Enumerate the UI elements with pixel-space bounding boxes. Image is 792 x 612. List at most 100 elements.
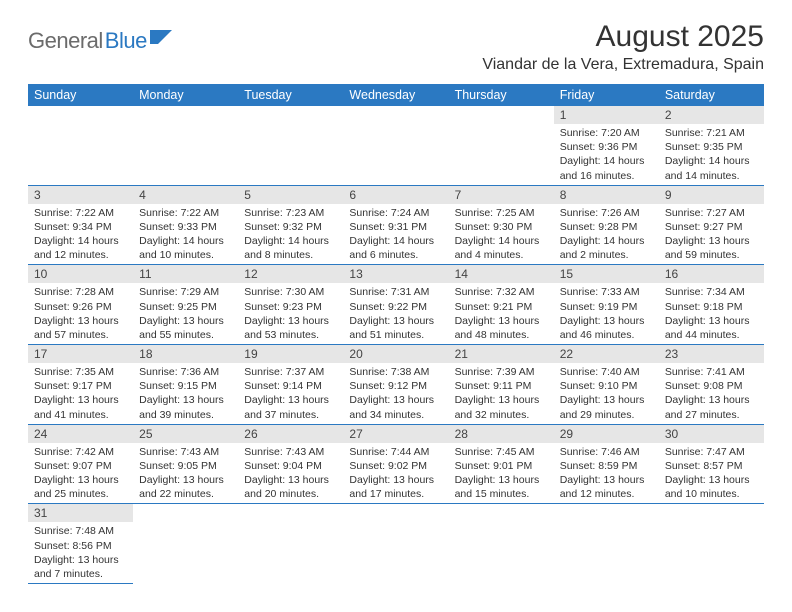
sunset-text: Sunset: 9:19 PM <box>560 300 653 314</box>
day-number: 22 <box>554 345 659 363</box>
cell-body: Sunrise: 7:27 AMSunset: 9:27 PMDaylight:… <box>659 204 764 265</box>
weekday-header: Thursday <box>449 84 554 106</box>
sunrise-text: Sunrise: 7:31 AM <box>349 285 442 299</box>
calendar-cell: 9Sunrise: 7:27 AMSunset: 9:27 PMDaylight… <box>659 185 764 265</box>
sunset-text: Sunset: 9:12 PM <box>349 379 442 393</box>
sunset-text: Sunset: 9:21 PM <box>455 300 548 314</box>
calendar-cell: 28Sunrise: 7:45 AMSunset: 9:01 PMDayligh… <box>449 424 554 504</box>
logo: GeneralBlue <box>28 28 174 54</box>
daylight-text: Daylight: 13 hours and 25 minutes. <box>34 473 127 501</box>
cell-body: Sunrise: 7:20 AMSunset: 9:36 PMDaylight:… <box>554 124 659 185</box>
calendar-cell: 3Sunrise: 7:22 AMSunset: 9:34 PMDaylight… <box>28 185 133 265</box>
day-number: 11 <box>133 265 238 283</box>
calendar-cell: 23Sunrise: 7:41 AMSunset: 9:08 PMDayligh… <box>659 345 764 425</box>
sunrise-text: Sunrise: 7:43 AM <box>139 445 232 459</box>
cell-body: Sunrise: 7:22 AMSunset: 9:34 PMDaylight:… <box>28 204 133 265</box>
calendar-cell: 8Sunrise: 7:26 AMSunset: 9:28 PMDaylight… <box>554 185 659 265</box>
daylight-text: Daylight: 13 hours and 29 minutes. <box>560 393 653 421</box>
calendar-cell: 11Sunrise: 7:29 AMSunset: 9:25 PMDayligh… <box>133 265 238 345</box>
weekday-header: Tuesday <box>238 84 343 106</box>
daylight-text: Daylight: 14 hours and 6 minutes. <box>349 234 442 262</box>
sunset-text: Sunset: 9:18 PM <box>665 300 758 314</box>
day-number: 20 <box>343 345 448 363</box>
cell-body: Sunrise: 7:22 AMSunset: 9:33 PMDaylight:… <box>133 204 238 265</box>
sunset-text: Sunset: 9:32 PM <box>244 220 337 234</box>
day-number: 13 <box>343 265 448 283</box>
calendar-cell <box>343 504 448 584</box>
daylight-text: Daylight: 14 hours and 16 minutes. <box>560 154 653 182</box>
daylight-text: Daylight: 13 hours and 59 minutes. <box>665 234 758 262</box>
weekday-header-row: Sunday Monday Tuesday Wednesday Thursday… <box>28 84 764 106</box>
cell-body: Sunrise: 7:40 AMSunset: 9:10 PMDaylight:… <box>554 363 659 424</box>
day-number: 26 <box>238 425 343 443</box>
calendar-week: 3Sunrise: 7:22 AMSunset: 9:34 PMDaylight… <box>28 185 764 265</box>
calendar-cell: 6Sunrise: 7:24 AMSunset: 9:31 PMDaylight… <box>343 185 448 265</box>
header: GeneralBlue August 2025 Viandar de la Ve… <box>28 20 764 74</box>
day-number: 29 <box>554 425 659 443</box>
sunset-text: Sunset: 9:17 PM <box>34 379 127 393</box>
sunset-text: Sunset: 9:33 PM <box>139 220 232 234</box>
calendar-cell: 13Sunrise: 7:31 AMSunset: 9:22 PMDayligh… <box>343 265 448 345</box>
cell-body: Sunrise: 7:45 AMSunset: 9:01 PMDaylight:… <box>449 443 554 504</box>
calendar-cell: 14Sunrise: 7:32 AMSunset: 9:21 PMDayligh… <box>449 265 554 345</box>
sunset-text: Sunset: 8:56 PM <box>34 539 127 553</box>
daylight-text: Daylight: 13 hours and 57 minutes. <box>34 314 127 342</box>
cell-body: Sunrise: 7:35 AMSunset: 9:17 PMDaylight:… <box>28 363 133 424</box>
sunset-text: Sunset: 9:01 PM <box>455 459 548 473</box>
day-number: 17 <box>28 345 133 363</box>
cell-body: Sunrise: 7:44 AMSunset: 9:02 PMDaylight:… <box>343 443 448 504</box>
sunset-text: Sunset: 9:10 PM <box>560 379 653 393</box>
calendar-cell: 10Sunrise: 7:28 AMSunset: 9:26 PMDayligh… <box>28 265 133 345</box>
cell-body: Sunrise: 7:23 AMSunset: 9:32 PMDaylight:… <box>238 204 343 265</box>
calendar-cell: 31Sunrise: 7:48 AMSunset: 8:56 PMDayligh… <box>28 504 133 584</box>
cell-body: Sunrise: 7:38 AMSunset: 9:12 PMDaylight:… <box>343 363 448 424</box>
sunrise-text: Sunrise: 7:37 AM <box>244 365 337 379</box>
sunrise-text: Sunrise: 7:23 AM <box>244 206 337 220</box>
sunrise-text: Sunrise: 7:36 AM <box>139 365 232 379</box>
cell-body: Sunrise: 7:32 AMSunset: 9:21 PMDaylight:… <box>449 283 554 344</box>
calendar-cell: 24 Sunrise: 7:42 AMSunset: 9:07 PMDayligh… <box>28 424 133 504</box>
calendar-cell <box>343 106 448 185</box>
sunset-text: Sunset: 9:05 PM <box>139 459 232 473</box>
daylight-text: Daylight: 13 hours and 7 minutes. <box>34 553 127 581</box>
sunrise-text: Sunrise: 7:46 AM <box>560 445 653 459</box>
sunset-text: Sunset: 9:07 PM <box>34 459 127 473</box>
calendar-cell: 29Sunrise: 7:46 AMSunset: 8:59 PMDayligh… <box>554 424 659 504</box>
cell-body: Sunrise: 7:43 AMSunset: 9:05 PMDaylight:… <box>133 443 238 504</box>
day-number: 24 <box>28 425 133 443</box>
calendar-cell <box>238 106 343 185</box>
sunrise-text: Sunrise: 7:35 AM <box>34 365 127 379</box>
logo-text-general: General <box>28 28 103 54</box>
sunset-text: Sunset: 9:30 PM <box>455 220 548 234</box>
calendar-cell <box>554 504 659 584</box>
daylight-text: Daylight: 13 hours and 22 minutes. <box>139 473 232 501</box>
sunrise-text: Sunrise: 7:24 AM <box>349 206 442 220</box>
daylight-text: Daylight: 13 hours and 10 minutes. <box>665 473 758 501</box>
sunrise-text: Sunrise: 7:39 AM <box>455 365 548 379</box>
sunset-text: Sunset: 9:28 PM <box>560 220 653 234</box>
sunrise-text: Sunrise: 7:42 AM <box>34 445 127 459</box>
day-number: 8 <box>554 186 659 204</box>
calendar-cell: 17Sunrise: 7:35 AMSunset: 9:17 PMDayligh… <box>28 345 133 425</box>
cell-body: Sunrise: 7:26 AMSunset: 9:28 PMDaylight:… <box>554 204 659 265</box>
daylight-text: Daylight: 13 hours and 32 minutes. <box>455 393 548 421</box>
calendar-week: 1Sunrise: 7:20 AMSunset: 9:36 PMDaylight… <box>28 106 764 185</box>
sunrise-text: Sunrise: 7:27 AM <box>665 206 758 220</box>
sunrise-text: Sunrise: 7:34 AM <box>665 285 758 299</box>
daylight-text: Daylight: 13 hours and 39 minutes. <box>139 393 232 421</box>
cell-body: Sunrise: 7:36 AMSunset: 9:15 PMDaylight:… <box>133 363 238 424</box>
sunset-text: Sunset: 9:34 PM <box>34 220 127 234</box>
daylight-text: Daylight: 14 hours and 10 minutes. <box>139 234 232 262</box>
sunset-text: Sunset: 9:36 PM <box>560 140 653 154</box>
calendar-week: 31Sunrise: 7:48 AMSunset: 8:56 PMDayligh… <box>28 504 764 584</box>
sunrise-text: Sunrise: 7:43 AM <box>244 445 337 459</box>
sunrise-text: Sunrise: 7:30 AM <box>244 285 337 299</box>
daylight-text: Daylight: 13 hours and 53 minutes. <box>244 314 337 342</box>
calendar-cell: 19Sunrise: 7:37 AMSunset: 9:14 PMDayligh… <box>238 345 343 425</box>
calendar-cell: 27Sunrise: 7:44 AMSunset: 9:02 PMDayligh… <box>343 424 448 504</box>
sunrise-text: Sunrise: 7:41 AM <box>665 365 758 379</box>
sunrise-text: Sunrise: 7:29 AM <box>139 285 232 299</box>
day-number: 25 <box>133 425 238 443</box>
day-number: 5 <box>238 186 343 204</box>
calendar-cell: 20Sunrise: 7:38 AMSunset: 9:12 PMDayligh… <box>343 345 448 425</box>
